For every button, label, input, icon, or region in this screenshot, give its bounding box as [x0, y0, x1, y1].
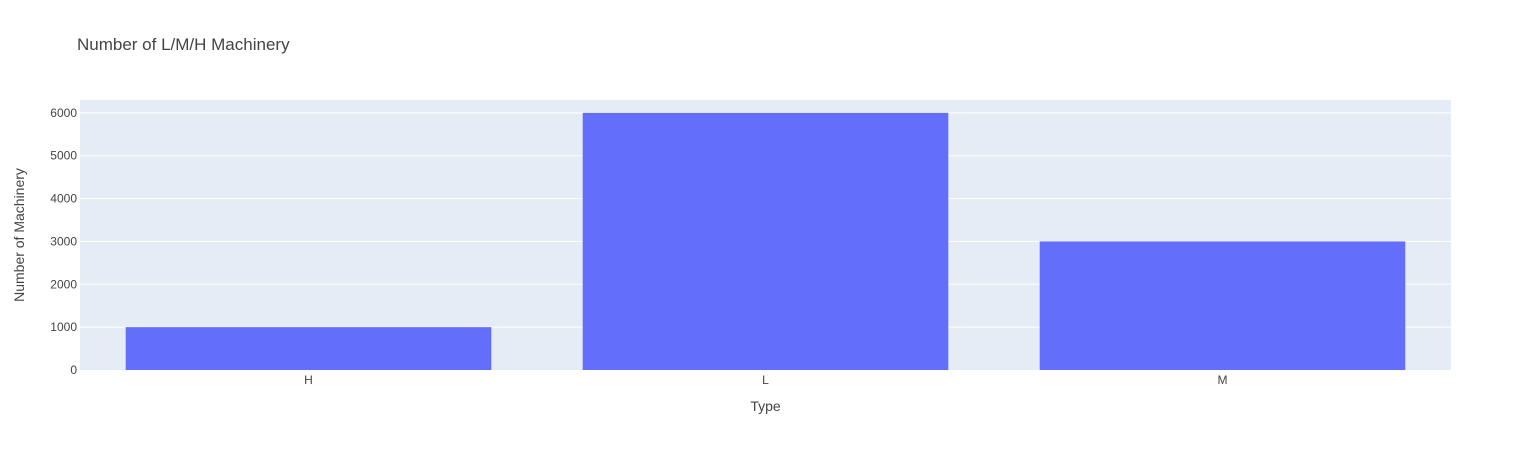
y-axis-title: Number of Machinery: [11, 168, 27, 302]
y-tick-label: 4000: [50, 192, 77, 206]
x-tick-label: M: [1218, 373, 1228, 387]
y-tick-label: 5000: [50, 149, 77, 163]
y-tick-label: 1000: [50, 320, 77, 334]
x-tick-label: L: [762, 373, 769, 387]
bar-l[interactable]: [582, 112, 949, 370]
y-tick-label: 0: [70, 363, 77, 377]
x-tick-label: H: [304, 373, 313, 387]
bar-h[interactable]: [125, 327, 492, 370]
chart-title: Number of L/M/H Machinery: [77, 35, 290, 54]
y-tick-label: 6000: [50, 106, 77, 120]
y-tick-label: 2000: [50, 277, 77, 291]
y-axis-ticks: 0 1000 2000 3000 4000 5000 6000: [50, 106, 77, 377]
bar-m[interactable]: [1039, 241, 1406, 370]
bars: [125, 112, 1406, 370]
y-tick-label: 3000: [50, 234, 77, 248]
x-axis-title: Type: [750, 398, 781, 414]
